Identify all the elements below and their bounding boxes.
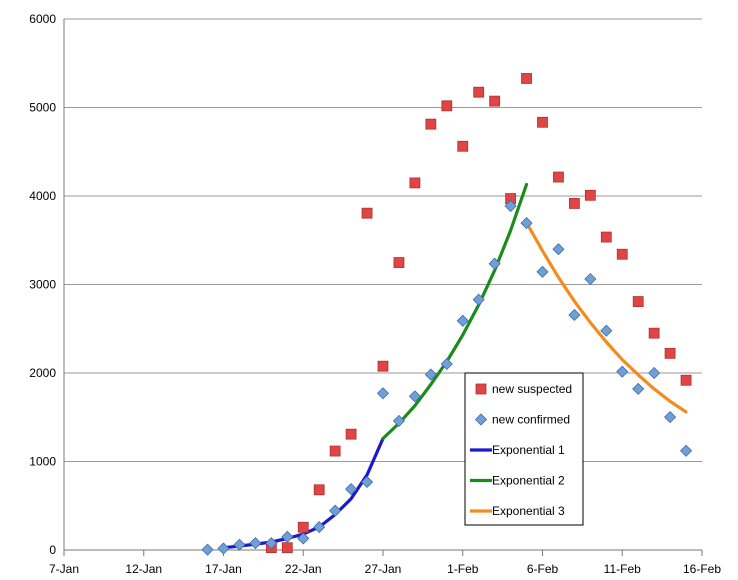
point-new-confirmed-7 — [313, 521, 326, 534]
point-new-suspected-20 — [584, 189, 596, 201]
point-new-confirmed-15 — [440, 357, 453, 371]
point-new-suspected-1 — [281, 542, 293, 554]
point-new-confirmed-16 — [456, 314, 469, 327]
y-tick-label-0: 0 — [49, 543, 56, 557]
point-new-suspected-17 — [537, 116, 548, 128]
point-new-suspected-19 — [569, 198, 580, 209]
series-layer — [201, 73, 693, 556]
point-new-confirmed-1 — [217, 542, 230, 555]
legend: new suspected new confirmed Exponential 1 E… — [464, 372, 584, 526]
point-new-confirmed-4 — [265, 537, 278, 550]
x-tick-label-3: 22-Jan — [285, 562, 322, 576]
point-new-confirmed-25 — [600, 324, 613, 337]
grid-layer — [64, 18, 702, 462]
point-new-confirmed-29 — [664, 411, 677, 424]
point-new-suspected-26 — [680, 374, 692, 386]
point-new-confirmed-6 — [297, 532, 310, 545]
series-line-exponential-3 — [524, 221, 688, 414]
point-new-suspected-13 — [473, 86, 485, 98]
point-new-suspected-2 — [297, 521, 309, 533]
point-new-suspected-25 — [664, 347, 676, 359]
point-new-suspected-10 — [425, 118, 437, 130]
y-tick-label-4000: 4000 — [29, 189, 56, 203]
y-tick-label-3000: 3000 — [29, 278, 56, 292]
x-tick-label-4: 27-Jan — [365, 562, 402, 576]
x-tick-label-6: 6-Feb — [527, 562, 559, 576]
point-new-confirmed-10 — [360, 475, 374, 489]
legend-label-exponential-2: Exponential 2 — [492, 474, 565, 488]
point-new-confirmed-20 — [520, 217, 533, 230]
point-new-suspected-3 — [313, 484, 325, 496]
point-new-suspected-14 — [489, 95, 501, 107]
point-new-confirmed-23 — [568, 308, 581, 322]
legend-label-exponential-3: Exponential 3 — [492, 504, 565, 518]
point-new-confirmed-11 — [376, 387, 390, 400]
point-new-suspected-23 — [632, 296, 644, 307]
point-new-suspected-18 — [553, 171, 564, 183]
point-new-confirmed-13 — [408, 390, 421, 403]
point-new-suspected-8 — [393, 257, 405, 268]
point-new-confirmed-26 — [616, 365, 629, 378]
point-new-confirmed-24 — [584, 272, 597, 286]
point-new-suspected-5 — [345, 428, 357, 440]
point-new-confirmed-9 — [345, 483, 358, 496]
point-new-suspected-11 — [441, 100, 453, 112]
point-new-confirmed-5 — [281, 530, 294, 543]
point-new-confirmed-18 — [488, 257, 501, 270]
point-new-confirmed-19 — [504, 199, 517, 213]
point-new-confirmed-3 — [249, 537, 262, 550]
point-new-suspected-24 — [648, 327, 660, 339]
x-tick-label-5: 1-Feb — [447, 562, 479, 576]
point-new-suspected-9 — [409, 177, 421, 189]
point-new-confirmed-30 — [679, 444, 693, 457]
point-new-confirmed-22 — [552, 243, 565, 256]
legend-label-exponential-1: Exponential 1 — [492, 443, 565, 457]
legend-label-new-suspected: new suspected — [492, 382, 572, 396]
legend-marker-new-suspected — [475, 383, 487, 395]
point-new-suspected-6 — [361, 207, 373, 219]
legend-label-new-confirmed: new confirmed — [492, 413, 570, 427]
point-new-suspected-4 — [329, 445, 341, 457]
point-new-confirmed-27 — [632, 382, 645, 395]
point-new-suspected-22 — [616, 248, 628, 260]
point-new-confirmed-0 — [201, 543, 214, 556]
point-new-confirmed-2 — [233, 538, 246, 551]
point-new-confirmed-8 — [329, 504, 342, 517]
y-tick-label-6000: 6000 — [29, 12, 56, 26]
x-tick-label-8: 16-Feb — [683, 562, 721, 576]
y-tick-label-5000: 5000 — [29, 101, 56, 115]
x-tick-label-1: 12-Jan — [125, 562, 162, 576]
point-new-confirmed-12 — [392, 414, 406, 427]
point-new-suspected-12 — [457, 140, 469, 152]
point-new-suspected-16 — [521, 73, 532, 84]
x-tick-label-0: 7-Jan — [49, 562, 79, 576]
legend-marker-new-confirmed — [474, 413, 488, 426]
y-tick-label-2000: 2000 — [29, 366, 56, 380]
point-new-confirmed-14 — [424, 368, 437, 381]
point-new-confirmed-21 — [536, 265, 549, 278]
x-tick-label-2: 17-Jan — [205, 562, 242, 576]
axis-layer: 0 1000 2000 3000 4000 5000 6000 7-Jan 12-Jan 17-J… — [29, 12, 721, 576]
x-tick-label-7: 11-Feb — [604, 562, 641, 576]
point-new-suspected-7 — [377, 360, 389, 372]
point-new-confirmed-28 — [648, 366, 661, 380]
point-new-suspected-21 — [600, 231, 612, 243]
series-line-exponential-2 — [381, 182, 529, 441]
point-new-confirmed-17 — [472, 293, 485, 306]
y-tick-label-1000: 1000 — [29, 455, 56, 469]
